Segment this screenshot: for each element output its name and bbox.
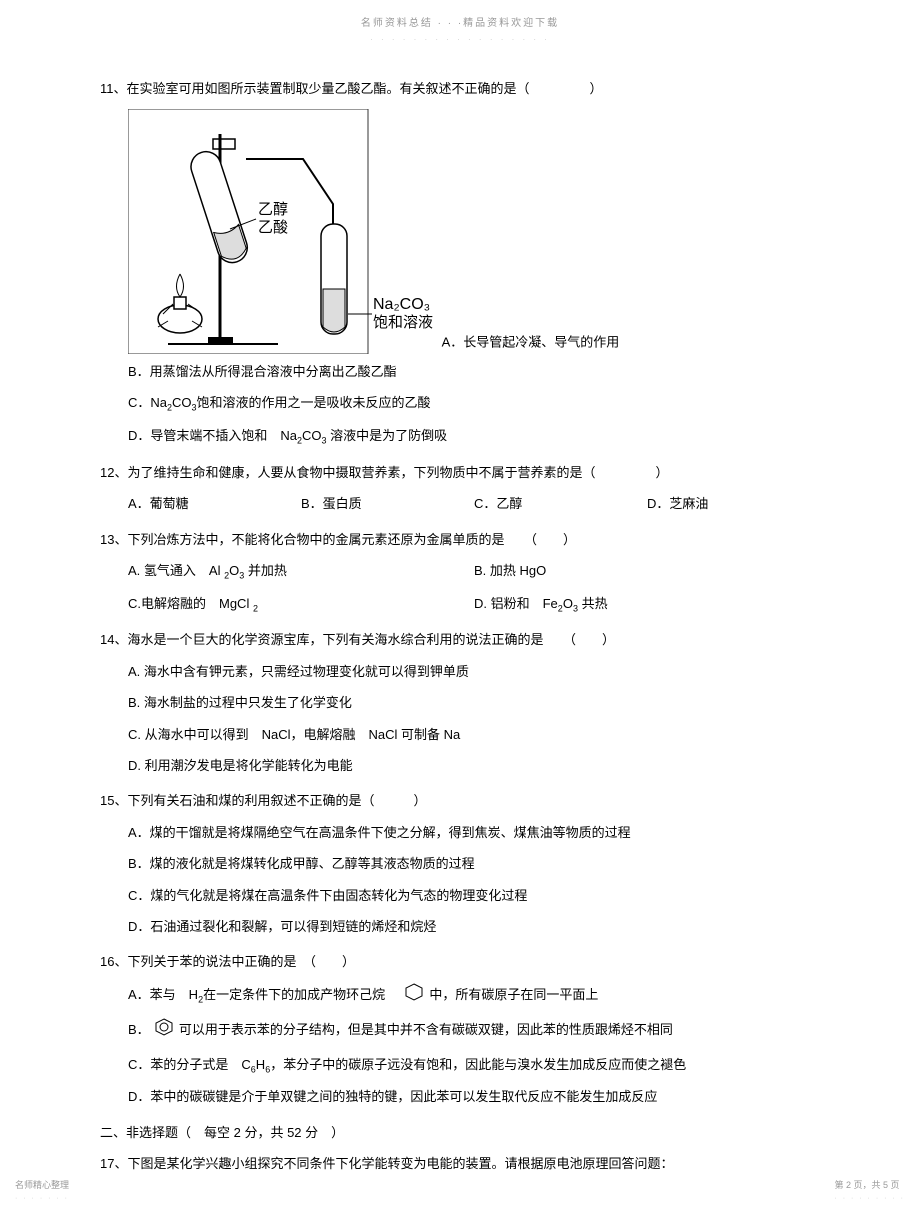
- question-11: 11、在实验室可用如图所示装置制取少量乙酸乙酯。有关叙述不正确的是（）: [100, 77, 820, 448]
- q11-optB: B．用蒸馏法从所得混合溶液中分离出乙酸乙酯: [100, 360, 820, 383]
- main-content: 11、在实验室可用如图所示装置制取少量乙酸乙酯。有关叙述不正确的是（）: [0, 47, 920, 1175]
- q15-stem: 15、下列有关石油和煤的利用叙述不正确的是（ ）: [100, 789, 820, 812]
- q11-diagram-row: 乙醇 乙酸 Na₂CO₃ 饱和溶液 A．长导管起冷凝、导气的作用: [100, 109, 820, 354]
- q14-stem: 14、海水是一个巨大的化学资源宝库，下列有关海水综合利用的说法正确的是 （ ）: [100, 628, 820, 651]
- benzene-icon: [153, 1017, 175, 1044]
- q12-stem: 12、为了维持生命和健康，人要从食物中摄取营养素，下列物质中不属于营养素的是（）: [100, 461, 820, 484]
- header-title: 名师资料总结 · · ·精品资料欢迎下载: [361, 18, 559, 29]
- page-header: 名师资料总结 · · ·精品资料欢迎下载: [0, 0, 920, 33]
- q15-optA: A．煤的干馏就是将煤隔绝空气在高温条件下使之分解，得到焦炭、煤焦油等物质的过程: [100, 821, 820, 844]
- q13-row2: C.电解熔融的 MgCl 2 D. 铝粉和 Fe2O3 共热: [100, 592, 820, 617]
- q16-stem: 16、下列关于苯的说法中正确的是 （ ）: [100, 950, 820, 973]
- question-14: 14、海水是一个巨大的化学资源宝库，下列有关海水综合利用的说法正确的是 （ ） …: [100, 628, 820, 777]
- q11-optD: D．导管末端不插入饱和 Na2CO3 溶液中是为了防倒吸: [100, 424, 820, 449]
- q13-row1: A. 氢气通入 Al 2O3 并加热 B. 加热 HgO: [100, 559, 820, 584]
- footer-right: 第 2 页，共 5 页 · · · · · · · · ·: [834, 1177, 905, 1206]
- q11-optA: A．长导管起冷凝、导气的作用: [442, 334, 620, 349]
- footer-right-text: 第 2 页，共 5 页: [834, 1177, 905, 1193]
- footer-left-dots: · · · · · · ·: [15, 1193, 69, 1206]
- q15-optD: D．石油通过裂化和裂解，可以得到短链的烯烃和烷烃: [100, 915, 820, 938]
- q14-optD: D. 利用潮汐发电是将化学能转化为电能: [100, 754, 820, 777]
- q13-optC: C.电解熔融的 MgCl 2: [128, 592, 474, 617]
- q16-optB: B． 可以用于表示苯的分子结构，但是其中并不含有碳碳双键，因此苯的性质跟烯烃不相…: [100, 1017, 820, 1044]
- section-2-title: 二、非选择题（ 每空 2 分，共 52 分 ）: [100, 1121, 820, 1144]
- q12-options: A．葡萄糖 B．蛋白质 C．乙醇 D．芝麻油: [100, 492, 820, 515]
- header-dots: · · · · · · · · · · · · · · · · ·: [0, 33, 920, 47]
- cyclohexane-icon: [402, 982, 426, 1009]
- q12-optC: C．乙醇: [474, 492, 647, 515]
- q16-optD: D．苯中的碳碳键是介于单双键之间的独特的键，因此苯可以发生取代反应不能发生加成反…: [100, 1085, 820, 1108]
- q12-optA: A．葡萄糖: [128, 492, 301, 515]
- q14-optB: B. 海水制盐的过程中只发生了化学变化: [100, 691, 820, 714]
- q17-stem: 17、下图是某化学兴趣小组探究不同条件下化学能转变为电能的装置。请根据原电池原理…: [100, 1152, 820, 1175]
- q14-optA: A. 海水中含有钾元素，只需经过物理变化就可以得到钾单质: [100, 660, 820, 683]
- q15-optC: C．煤的气化就是将煤在高温条件下由固态转化为气态的物理变化过程: [100, 884, 820, 907]
- q13-optA: A. 氢气通入 Al 2O3 并加热: [128, 559, 474, 584]
- q16-optC: C．苯的分子式是 C6H6，苯分子中的碳原子远没有饱和，因此能与溴水发生加成反应…: [100, 1053, 820, 1078]
- question-17: 17、下图是某化学兴趣小组探究不同条件下化学能转变为电能的装置。请根据原电池原理…: [100, 1152, 820, 1175]
- question-12: 12、为了维持生命和健康，人要从食物中摄取营养素，下列物质中不属于营养素的是（）…: [100, 461, 820, 516]
- q13-optB: B. 加热 HgO: [474, 559, 820, 584]
- q11-stem: 11、在实验室可用如图所示装置制取少量乙酸乙酯。有关叙述不正确的是（）: [100, 77, 820, 100]
- question-15: 15、下列有关石油和煤的利用叙述不正确的是（ ） A．煤的干馏就是将煤隔绝空气在…: [100, 789, 820, 938]
- question-13: 13、下列冶炼方法中，不能将化合物中的金属元素还原为金属单质的是 （ ） A. …: [100, 528, 820, 617]
- svg-text:饱和溶液: 饱和溶液: [373, 314, 433, 331]
- q16-optA: A．苯与 H2在一定条件下的加成产物环己烷 中，所有碳原子在同一平面上: [100, 982, 820, 1009]
- q12-optD: D．芝麻油: [647, 492, 820, 515]
- q15-optB: B．煤的液化就是将煤转化成甲醇、乙醇等其液态物质的过程: [100, 852, 820, 875]
- svg-text:Na₂CO₃: Na₂CO₃: [373, 296, 430, 313]
- svg-text:乙酸: 乙酸: [258, 219, 288, 236]
- q13-stem: 13、下列冶炼方法中，不能将化合物中的金属元素还原为金属单质的是 （ ）: [100, 528, 820, 551]
- q13-optD: D. 铝粉和 Fe2O3 共热: [474, 592, 820, 617]
- svg-text:乙醇: 乙醇: [258, 201, 288, 218]
- q12-optB: B．蛋白质: [301, 492, 474, 515]
- footer-left: 名师精心整理 · · · · · · ·: [15, 1177, 69, 1206]
- footer-right-dots: · · · · · · · · ·: [834, 1193, 905, 1206]
- q11-optC: C．Na2CO3饱和溶液的作用之一是吸收未反应的乙酸: [100, 391, 820, 416]
- q14-optC: C. 从海水中可以得到 NaCl，电解熔融 NaCl 可制备 Na: [100, 723, 820, 746]
- footer-left-text: 名师精心整理: [15, 1177, 69, 1193]
- question-16: 16、下列关于苯的说法中正确的是 （ ） A．苯与 H2在一定条件下的加成产物环…: [100, 950, 820, 1108]
- apparatus-diagram: 乙醇 乙酸 Na₂CO₃ 饱和溶液: [128, 109, 438, 354]
